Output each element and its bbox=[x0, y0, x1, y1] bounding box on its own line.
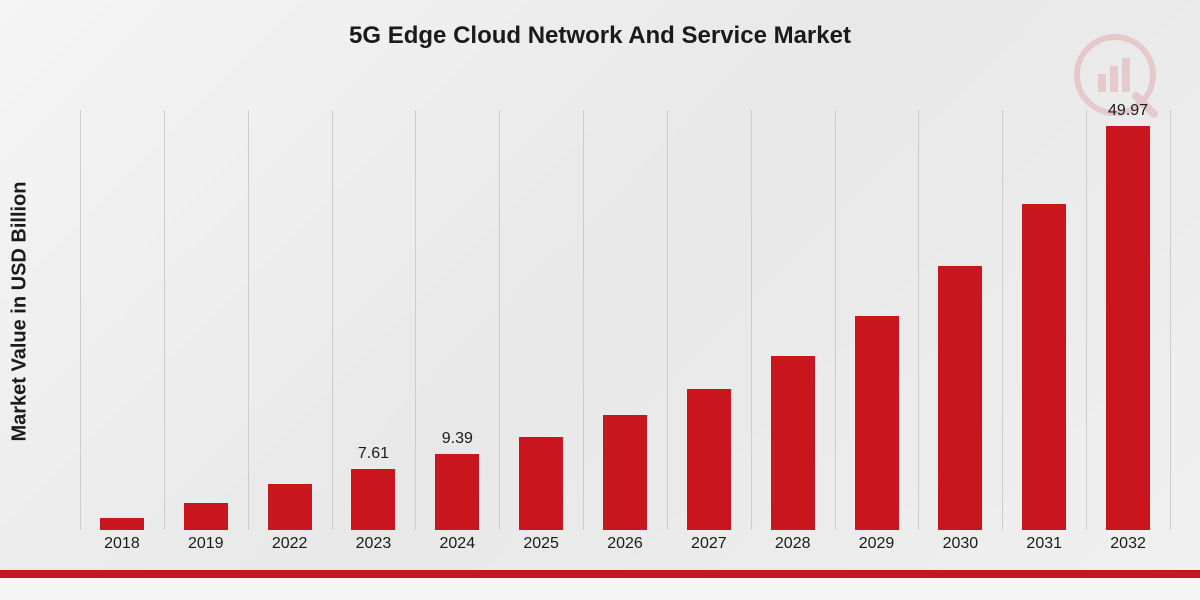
bar-value-label: 9.39 bbox=[435, 430, 479, 448]
x-axis-tick-label: 2025 bbox=[523, 535, 559, 553]
plot-area: 7.61 9.39 49.97 bbox=[80, 110, 1170, 530]
x-axis-tick-label: 2032 bbox=[1110, 535, 1146, 553]
chart-container: 5G Edge Cloud Network And Service Market… bbox=[0, 0, 1200, 570]
x-axis-tick-label: 2022 bbox=[272, 535, 308, 553]
x-axis-tick-label: 2023 bbox=[356, 535, 392, 553]
gridline bbox=[751, 110, 752, 530]
x-axis-tick-label: 2027 bbox=[691, 535, 727, 553]
bar: 9.39 bbox=[435, 454, 479, 530]
chart-title: 5G Edge Cloud Network And Service Market bbox=[0, 22, 1200, 50]
x-axis-tick-label: 2018 bbox=[104, 535, 140, 553]
gridline bbox=[667, 110, 668, 530]
bar bbox=[687, 389, 731, 530]
bar bbox=[771, 356, 815, 530]
gridline bbox=[583, 110, 584, 530]
gridline bbox=[1002, 110, 1003, 530]
x-axis-tick-label: 2031 bbox=[1026, 535, 1062, 553]
bar bbox=[184, 503, 228, 530]
bar bbox=[519, 437, 563, 530]
x-axis-tick-label: 2024 bbox=[440, 535, 476, 553]
bar bbox=[938, 266, 982, 530]
bar: 49.97 bbox=[1106, 126, 1150, 530]
bar bbox=[855, 316, 899, 530]
gridline bbox=[835, 110, 836, 530]
bar bbox=[603, 415, 647, 530]
bar bbox=[100, 518, 144, 530]
x-axis-tick-label: 2030 bbox=[943, 535, 979, 553]
x-axis-tick-label: 2028 bbox=[775, 535, 811, 553]
gridline bbox=[499, 110, 500, 530]
bar bbox=[1022, 204, 1066, 530]
x-axis-tick-label: 2019 bbox=[188, 535, 224, 553]
gridline bbox=[918, 110, 919, 530]
gridline bbox=[332, 110, 333, 530]
x-axis-tick-label: 2029 bbox=[859, 535, 895, 553]
bar-value-label: 49.97 bbox=[1106, 102, 1150, 120]
bar bbox=[268, 484, 312, 530]
gridline bbox=[164, 110, 165, 530]
gridline bbox=[80, 110, 81, 530]
gridline bbox=[415, 110, 416, 530]
bar: 7.61 bbox=[351, 469, 395, 530]
x-axis-tick-label: 2026 bbox=[607, 535, 643, 553]
bar-value-label: 7.61 bbox=[351, 445, 395, 463]
gridline bbox=[1170, 110, 1171, 530]
gridline bbox=[1086, 110, 1087, 530]
y-axis-label: Market Value in USD Billion bbox=[9, 181, 32, 441]
bottom-accent-stripe-inner bbox=[0, 578, 1200, 600]
gridline bbox=[248, 110, 249, 530]
